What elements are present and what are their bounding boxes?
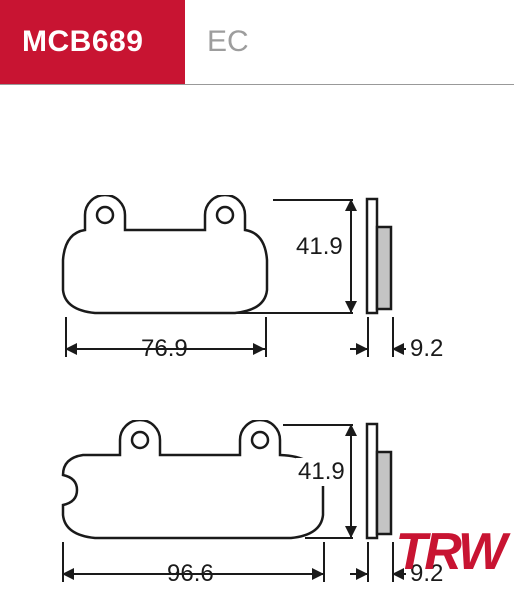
arrow-top-t-r: [392, 343, 404, 355]
dim-top-height-line: [350, 199, 352, 313]
brand-logo-letters: TRW: [396, 523, 504, 581]
dim-top-height-ext2: [235, 312, 353, 314]
dim-bot-height: 41.9: [296, 458, 347, 486]
pad-bottom-front: [55, 420, 333, 545]
arrow-top-w-r: [253, 343, 265, 355]
pad-top-side: [365, 197, 395, 315]
pad-bottom-side: [365, 422, 395, 540]
arrow-top-w-l: [65, 343, 77, 355]
arrow-top-t-l: [356, 343, 368, 355]
arrow-top-h-dn: [345, 301, 357, 313]
compound-code: EC: [207, 25, 249, 59]
dim-top-width-ext2: [265, 317, 267, 357]
dim-bot-width-line: [62, 573, 324, 575]
arrow-bot-w-l: [62, 568, 74, 580]
diagram-body: 41.9 76.9 9.2: [0, 85, 514, 600]
dim-top-thick: 9.2: [410, 335, 443, 363]
dim-top-width-line: [65, 348, 265, 350]
pad-top-front: [55, 195, 275, 320]
part-number: MCB689: [22, 25, 143, 59]
header: MCB689 EC: [0, 0, 514, 85]
product-card: MCB689 EC 41.9: [0, 0, 514, 600]
arrow-bot-t-l: [356, 568, 368, 580]
dim-bot-height-line: [350, 424, 352, 538]
arrow-bot-w-r: [312, 568, 324, 580]
dim-top-height-ext1: [273, 199, 353, 201]
brand-logo-text: TRW: [396, 523, 504, 581]
arrow-bot-h-dn: [345, 526, 357, 538]
header-red-panel: MCB689: [0, 0, 185, 84]
dim-bot-height-ext1: [283, 424, 353, 426]
arrow-top-h-up: [345, 199, 357, 211]
brand-logo: TRW: [396, 522, 504, 582]
arrow-bot-h-up: [345, 424, 357, 436]
header-white-panel: EC: [185, 0, 514, 84]
dim-top-height: 41.9: [296, 233, 343, 261]
